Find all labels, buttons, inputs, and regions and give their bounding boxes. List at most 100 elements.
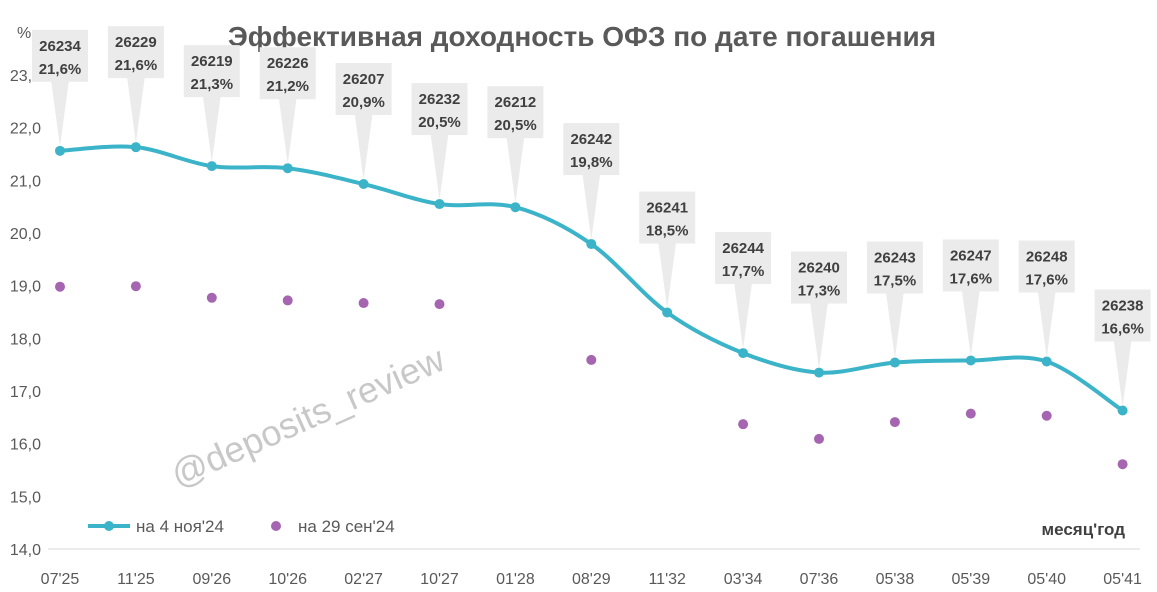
label-box	[791, 251, 847, 304]
yield-value: 21,6%	[39, 61, 82, 78]
yield-value: 20,5%	[494, 117, 537, 134]
sep-point	[282, 295, 293, 306]
nov-point	[662, 307, 673, 318]
data-label: 26242 19,8%	[563, 123, 620, 241]
bond-code: 26241	[646, 200, 688, 217]
yield-value: 17,6%	[950, 270, 993, 287]
sep-point	[130, 281, 141, 292]
nov-point	[130, 142, 141, 153]
label-box	[32, 29, 88, 82]
x-axis: 07'25 11'25 09'26 10'26 02'27 10'27 01'28 08'29…	[41, 548, 1142, 588]
label-box	[411, 83, 468, 136]
nov-point	[206, 161, 217, 172]
yield-value: 21,3%	[191, 76, 234, 93]
yield-value: 17,5%	[874, 273, 917, 290]
nov-point	[814, 367, 824, 378]
legend: на 4 ноя'24 на 29 сен'24	[88, 517, 395, 536]
label-box	[1018, 240, 1075, 293]
bond-code: 26247	[950, 247, 992, 264]
yield-value: 17,7%	[722, 263, 765, 280]
bond-code: 26219	[191, 53, 233, 70]
nov-point	[282, 163, 293, 174]
data-label: 26234 21,6%	[32, 29, 88, 147]
sep-point	[358, 298, 369, 309]
sep-point	[965, 408, 976, 419]
bond-code: 26243	[874, 250, 916, 267]
x-tick-label: 05'40	[1027, 571, 1066, 588]
x-tick-label: 02'27	[344, 571, 383, 588]
bond-code: 26234	[39, 38, 81, 55]
label-box	[563, 123, 620, 176]
label-pointer	[961, 289, 980, 357]
yield-value: 20,9%	[342, 94, 385, 111]
yield-value: 19,8%	[570, 154, 613, 171]
sep-point	[434, 299, 445, 310]
y-tick-label: 20,0	[10, 226, 41, 243]
y-tick-label: 19,0	[10, 279, 41, 296]
yield-value: 17,3%	[798, 283, 841, 300]
data-label: 26232 20,5%	[411, 83, 468, 201]
label-pointer	[202, 95, 221, 163]
label-pointer	[51, 79, 69, 147]
data-labels: 26234 21,6% 26229 21,6% 26219 21,3% 26226 21,2%…	[32, 26, 1151, 407]
label-box	[107, 26, 164, 79]
legend-line-marker	[104, 521, 114, 531]
yield-value: 16,6%	[1101, 320, 1144, 337]
data-label: 26243 17,5%	[866, 241, 923, 359]
x-tick-label: 08'29	[572, 571, 611, 588]
yield-value: 21,2%	[266, 78, 309, 95]
data-label: 26247 17,6%	[942, 239, 999, 357]
data-label: 26240 17,3%	[791, 251, 847, 369]
label-pointer	[810, 301, 828, 369]
legend-label-nov: на 4 ноя'24	[136, 517, 224, 536]
sep-point	[889, 417, 900, 428]
y-tick-label: 17,0	[10, 384, 41, 401]
legend-dot-swatch	[271, 521, 281, 531]
data-label: 26244 17,7%	[715, 232, 772, 350]
sep-point	[1117, 459, 1128, 470]
y-tick-label: 14,0	[10, 542, 41, 559]
yield-value: 18,5%	[646, 223, 689, 240]
x-tick-label: 11'32	[648, 571, 686, 588]
yield-value: 21,6%	[115, 57, 158, 74]
label-pointer	[506, 136, 525, 204]
y-axis-unit: %	[17, 25, 31, 42]
label-pointer	[885, 291, 904, 359]
y-tick-label: 18,0	[10, 331, 41, 348]
series-nov-line	[55, 142, 1128, 416]
sep-point	[55, 281, 65, 292]
data-label: 26248 17,6%	[1018, 240, 1075, 358]
nov-point	[965, 355, 976, 366]
label-box	[942, 239, 999, 292]
y-tick-label: 22,0	[10, 121, 41, 138]
bond-code: 26238	[1102, 297, 1144, 314]
legend-label-sep: на 29 сен'24	[298, 517, 395, 536]
x-tick-label: 10'27	[420, 571, 459, 588]
label-pointer	[126, 76, 145, 144]
nov-point	[738, 348, 749, 359]
label-pointer	[582, 173, 601, 241]
label-pointer	[734, 282, 753, 350]
x-tick-label: 05'39	[951, 571, 990, 588]
data-label: 26229 21,6%	[107, 26, 164, 144]
data-label: 26241 18,5%	[639, 191, 696, 309]
nov-point	[358, 179, 369, 190]
x-tick-label: 05'38	[876, 571, 915, 588]
x-tick-label: 07'36	[800, 571, 839, 588]
label-box	[487, 86, 544, 139]
bond-code: 26242	[570, 131, 612, 148]
data-label: 26207 20,9%	[335, 63, 392, 181]
bond-code: 26229	[115, 34, 157, 51]
nov-point	[586, 239, 597, 250]
bond-code: 26244	[722, 240, 764, 257]
label-box	[259, 47, 316, 100]
bond-code: 26226	[267, 55, 309, 72]
nov-point	[889, 357, 900, 368]
bond-code: 26248	[1026, 249, 1068, 266]
nov-point	[1041, 356, 1052, 367]
sep-point	[738, 419, 749, 430]
yield-value: 17,6%	[1025, 272, 1068, 289]
data-label: 26212 20,5%	[487, 86, 544, 204]
series-sep-dots	[55, 281, 1128, 470]
bond-code: 26240	[798, 260, 840, 277]
